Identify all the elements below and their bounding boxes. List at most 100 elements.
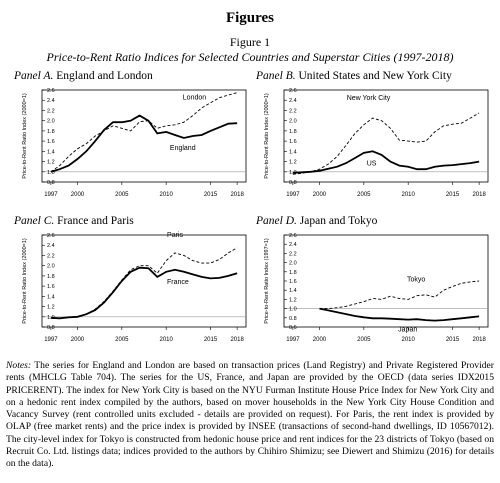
x-tick-label: 2005 <box>357 192 371 198</box>
y-tick-label: 1.8 <box>289 129 297 135</box>
x-tick-label: 2010 <box>159 337 173 343</box>
series-line-us <box>292 150 480 174</box>
x-tick-label: 2015 <box>446 192 460 198</box>
plot-frame <box>283 234 489 328</box>
series-label: France <box>167 279 189 286</box>
panel-c-label: Panel C. <box>14 215 55 227</box>
figure-notes: Notes: The series for England and London… <box>6 360 494 471</box>
series-label: London <box>183 95 206 102</box>
y-tick-label: 2.4 <box>47 98 55 104</box>
panel-a-name: England and London <box>56 70 153 82</box>
y-tick-label: 1.4 <box>289 288 297 294</box>
series-label: New York City <box>347 95 391 102</box>
y-tick-label: 1.6 <box>289 279 297 285</box>
y-axis-label: Price-to-Rent Ratio Index (2000=1) <box>22 238 28 324</box>
x-tick-label: 2005 <box>115 192 129 198</box>
y-tick-label: 1.6 <box>289 139 297 145</box>
figure-caption: Price-to-Rent Ratio Indices for Selected… <box>46 50 454 64</box>
y-tick-label: 1.8 <box>47 129 55 135</box>
y-tick-label: 1.8 <box>47 274 55 280</box>
x-tick-label: 2005 <box>357 337 371 343</box>
x-tick-label: 2005 <box>115 337 129 343</box>
series-label: Paris <box>167 232 183 239</box>
figure-number: Figure 1 <box>229 35 271 49</box>
x-tick-label: 2018 <box>230 337 244 343</box>
y-tick-label: 2.6 <box>47 233 55 239</box>
y-tick-label: 0.8 <box>289 316 297 322</box>
y-tick-label: 1.2 <box>47 160 55 166</box>
y-tick-label: 1.0 <box>47 170 55 176</box>
x-tick-label: 2010 <box>401 192 415 198</box>
x-tick-label: 2015 <box>446 337 460 343</box>
y-axis-label: Price-to-Rent Ratio Index (2000=1) <box>264 93 270 179</box>
panel-d-label: Panel D. <box>256 215 297 227</box>
y-tick-label: 1.2 <box>47 305 55 311</box>
panel-b: Panel B. United States and New York City… <box>256 70 496 210</box>
y-tick-label: 2.6 <box>289 88 297 94</box>
panel-a-label: Panel A. <box>14 70 54 82</box>
panel-d-name: Japan and Tokyo <box>299 215 378 227</box>
y-tick-label: 1.0 <box>289 170 297 176</box>
y-tick-label: 2.0 <box>47 119 55 125</box>
y-tick-label: 2.4 <box>289 98 297 104</box>
y-tick-label: 1.6 <box>47 139 55 145</box>
series-line-london <box>50 92 238 173</box>
y-tick-label: 2.0 <box>289 261 297 267</box>
x-tick-label: 2000 <box>313 337 327 343</box>
page-title: Figures <box>225 10 275 26</box>
x-tick-label: 2000 <box>71 192 85 198</box>
y-axis-label: Price-to-Rent Ratio Index (1997=1) <box>264 238 270 324</box>
x-tick-label: 2018 <box>230 192 244 198</box>
y-tick-label: 2.4 <box>289 242 297 248</box>
panel-a: Panel A. England and London 0.8 1.0 1.2 1.4… <box>14 70 254 210</box>
series-label: Tokyo <box>407 277 425 284</box>
series-line-england <box>50 114 238 173</box>
panel-b-title: Panel B. United States and New York City <box>256 70 452 82</box>
notes-text: The series for England and London are ba… <box>6 360 494 470</box>
panel-c-name: France and Paris <box>57 215 134 227</box>
y-tick-label: 2.0 <box>47 264 55 270</box>
y-tick-label: 1.0 <box>47 315 55 321</box>
series-label: Japan <box>398 327 417 334</box>
y-axis-label: Price-to-Rent Ratio Index (2000=1) <box>22 93 28 179</box>
x-tick-label: 2000 <box>71 337 85 343</box>
y-tick-label: 1.8 <box>289 270 297 276</box>
panel-a-title: Panel A. England and London <box>14 70 153 82</box>
x-tick-label: 1997 <box>44 192 58 198</box>
x-tick-label: 1997 <box>286 337 300 343</box>
notes-label: Notes: <box>6 360 32 371</box>
panel-b-label: Panel B. <box>256 70 296 82</box>
y-tick-label: 1.4 <box>289 149 297 155</box>
y-tick-label: 2.0 <box>289 119 297 125</box>
panel-d-title: Panel D. Japan and Tokyo <box>256 215 377 227</box>
panel-d: Panel D. Japan and Tokyo 0.6 0.8 1.0 1.2 1.4… <box>256 215 496 355</box>
y-tick-label: 1.6 <box>47 284 55 290</box>
x-tick-label: 2018 <box>472 192 486 198</box>
y-tick-label: 1.2 <box>289 160 297 166</box>
y-tick-label: 2.2 <box>289 251 297 257</box>
y-tick-label: 2.2 <box>47 108 55 114</box>
series-line-japan <box>319 307 480 322</box>
y-tick-label: 2.2 <box>289 108 297 114</box>
x-tick-label: 2018 <box>472 337 486 343</box>
series-label: England <box>170 145 196 152</box>
x-tick-label: 2015 <box>204 337 218 343</box>
y-tick-label: 2.4 <box>47 243 55 249</box>
x-tick-label: 2015 <box>204 192 218 198</box>
y-tick-label: 2.6 <box>289 233 297 239</box>
x-tick-label: 2010 <box>401 337 415 343</box>
y-tick-label: 1.4 <box>47 149 55 155</box>
y-tick-label: 1.4 <box>47 294 55 300</box>
x-tick-label: 2000 <box>313 192 327 198</box>
panel-c: Panel C. France and Paris 0.8 1.0 1.2 1.4 1.… <box>14 215 254 355</box>
panel-c-title: Panel C. France and Paris <box>14 215 134 227</box>
series-line-tokyo <box>319 280 480 310</box>
x-tick-label: 1997 <box>286 192 300 198</box>
panel-b-name: United States and New York City <box>298 70 452 82</box>
plot-frame <box>41 234 247 328</box>
x-tick-label: 2010 <box>159 192 173 198</box>
series-line-paris <box>50 247 238 319</box>
